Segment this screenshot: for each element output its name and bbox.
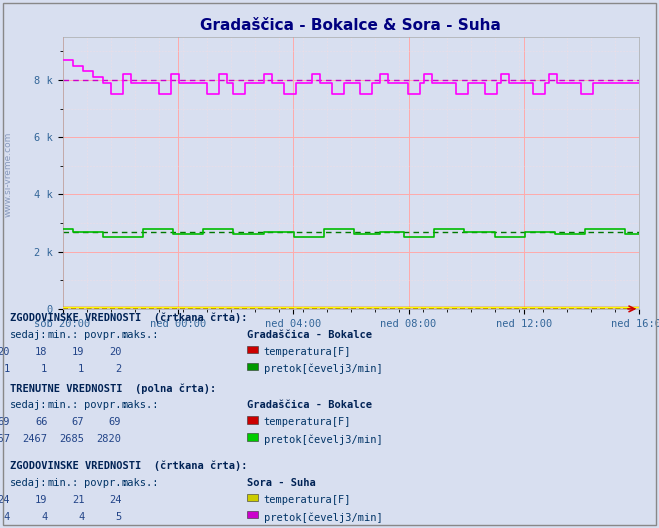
Text: sedaj:: sedaj: (10, 478, 47, 488)
Text: 20: 20 (109, 347, 121, 357)
Text: 19: 19 (35, 495, 47, 505)
Text: 67: 67 (72, 417, 84, 427)
Text: ZGODOVINSKE VREDNOSTI  (črtkana črta):: ZGODOVINSKE VREDNOSTI (črtkana črta): (10, 313, 247, 323)
Text: 4: 4 (42, 512, 47, 522)
Text: 69: 69 (109, 417, 121, 427)
Text: pretok[čevelj3/min]: pretok[čevelj3/min] (264, 512, 382, 523)
Text: temperatura[F]: temperatura[F] (264, 347, 351, 357)
Text: min.:: min.: (47, 400, 78, 410)
Text: maks.:: maks.: (121, 478, 159, 488)
Text: Sora - Suha: Sora - Suha (247, 478, 316, 488)
Title: Gradaščica - Bokalce & Sora - Suha: Gradaščica - Bokalce & Sora - Suha (200, 18, 501, 33)
Text: 2467: 2467 (22, 435, 47, 445)
Text: Gradaščica - Bokalce: Gradaščica - Bokalce (247, 329, 372, 340)
Text: 21: 21 (72, 495, 84, 505)
Text: maks.:: maks.: (121, 400, 159, 410)
Text: 5: 5 (115, 512, 121, 522)
Text: www.si-vreme.com: www.si-vreme.com (4, 131, 13, 217)
Text: 19: 19 (72, 347, 84, 357)
Text: 20: 20 (0, 347, 10, 357)
Text: 2: 2 (115, 364, 121, 374)
Text: 66: 66 (35, 417, 47, 427)
Text: 4: 4 (78, 512, 84, 522)
Text: temperatura[F]: temperatura[F] (264, 417, 351, 427)
Text: pretok[čevelj3/min]: pretok[čevelj3/min] (264, 435, 382, 445)
Text: 2467: 2467 (0, 435, 10, 445)
Text: 24: 24 (109, 495, 121, 505)
Text: 4: 4 (4, 512, 10, 522)
Text: 18: 18 (35, 347, 47, 357)
Text: 24: 24 (0, 495, 10, 505)
Text: maks.:: maks.: (121, 329, 159, 340)
Text: ZGODOVINSKE VREDNOSTI  (črtkana črta):: ZGODOVINSKE VREDNOSTI (črtkana črta): (10, 461, 247, 472)
Text: temperatura[F]: temperatura[F] (264, 495, 351, 505)
Text: TRENUTNE VREDNOSTI  (polna črta):: TRENUTNE VREDNOSTI (polna črta): (10, 383, 216, 394)
Text: 1: 1 (42, 364, 47, 374)
Text: 2820: 2820 (96, 435, 121, 445)
Text: min.:: min.: (47, 478, 78, 488)
Text: sedaj:: sedaj: (10, 329, 47, 340)
Text: min.:: min.: (47, 329, 78, 340)
Text: 69: 69 (0, 417, 10, 427)
Text: povpr.:: povpr.: (84, 400, 128, 410)
Text: 1: 1 (78, 364, 84, 374)
Text: povpr.:: povpr.: (84, 329, 128, 340)
Text: povpr.:: povpr.: (84, 478, 128, 488)
Text: 1: 1 (4, 364, 10, 374)
Text: 2685: 2685 (59, 435, 84, 445)
Text: sedaj:: sedaj: (10, 400, 47, 410)
Text: pretok[čevelj3/min]: pretok[čevelj3/min] (264, 364, 382, 374)
Text: Gradaščica - Bokalce: Gradaščica - Bokalce (247, 400, 372, 410)
